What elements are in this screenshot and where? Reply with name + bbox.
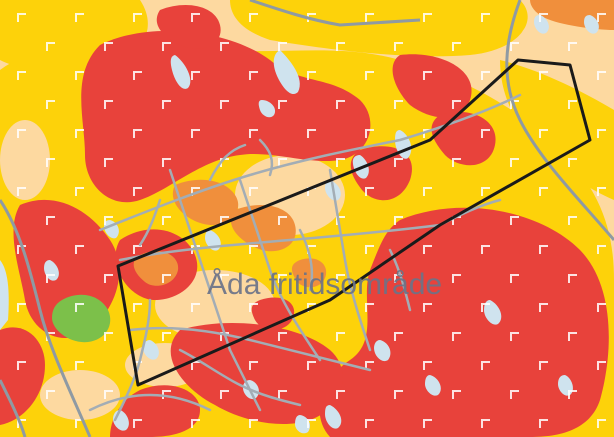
place-name-label: Åda fritidsområde: [207, 268, 442, 301]
trail-network: [88, 93, 522, 422]
recreation-area-boundary: [116, 58, 592, 387]
